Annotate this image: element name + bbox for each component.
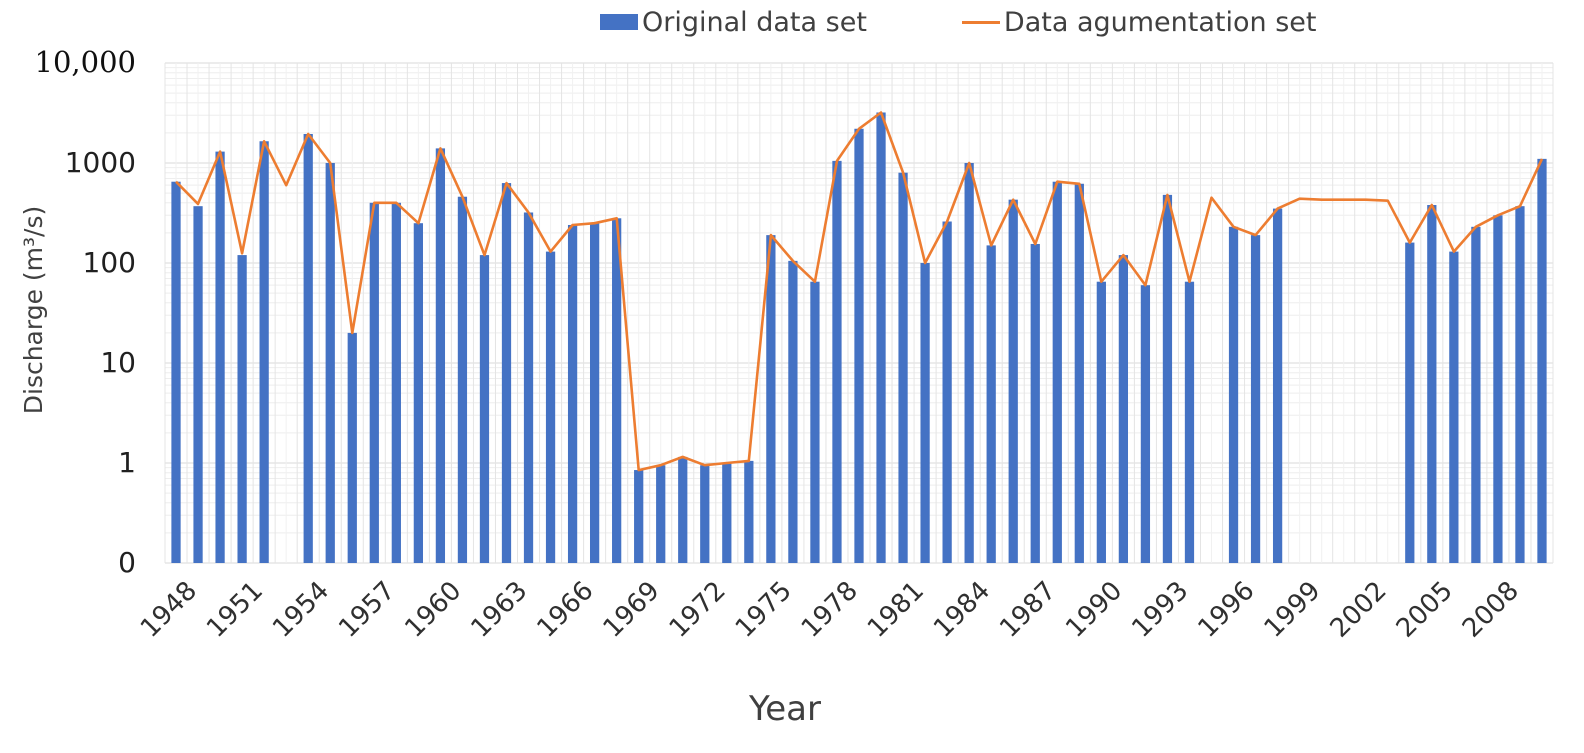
bar-2005: [1427, 205, 1437, 563]
bar-1969: [634, 470, 644, 563]
bars: [171, 112, 1547, 564]
y-axis-title: Discharge (m³/s): [19, 206, 48, 415]
bar-2007: [1471, 226, 1481, 563]
bar-1996: [1228, 226, 1239, 563]
bar-1988: [1052, 181, 1062, 563]
bar-1978: [832, 160, 842, 563]
bar-1991: [1118, 255, 1129, 563]
x-tick-label: 1993: [1126, 576, 1194, 644]
bar-1968: [612, 218, 622, 564]
bar-1994: [1184, 281, 1195, 563]
bar-1984: [964, 163, 974, 563]
y-tick-label: 1000: [65, 146, 136, 179]
bar-1975: [766, 235, 776, 563]
x-tick-label: 1975: [730, 576, 798, 644]
bar-1955: [325, 163, 335, 563]
bar-1977: [810, 281, 820, 563]
bar-1960: [435, 148, 446, 563]
legend: Original data set Data agumentation set: [600, 4, 1411, 40]
y-tick-label: 1: [118, 446, 136, 479]
x-tick-label: 1990: [1060, 576, 1128, 644]
x-axis-title: Year: [748, 689, 821, 729]
bar-1962: [479, 255, 490, 563]
augmentation-line: [175, 111, 1544, 472]
bar-1967: [589, 223, 600, 563]
x-tick-label: 2008: [1457, 576, 1525, 644]
bar-2009: [1515, 206, 1525, 564]
bar-1959: [413, 223, 423, 563]
bar-1981: [898, 172, 908, 564]
y-tick-label: 10: [100, 346, 136, 379]
bar-1998: [1272, 208, 1283, 563]
y-tick-label: 100: [83, 246, 136, 279]
augmentation-series-line: [175, 111, 1544, 472]
legend-label-augmentation: Data agumentation set: [1003, 6, 1317, 38]
x-tick-label: 1978: [796, 576, 864, 644]
legend-item-original: Original data set: [600, 7, 867, 38]
bar-1952: [259, 141, 269, 564]
x-tick-label: 1996: [1192, 576, 1260, 644]
bar-1971: [678, 456, 688, 563]
legend-swatch-line: [961, 20, 1000, 24]
bar-1985: [986, 245, 996, 563]
bar-1980: [876, 112, 886, 564]
bar-1961: [457, 196, 468, 563]
bar-1949: [193, 206, 203, 564]
bar-1982: [920, 263, 930, 563]
bar-1950: [215, 151, 225, 564]
bar-1987: [1030, 243, 1040, 563]
bar-1989: [1074, 183, 1084, 563]
x-tick-label: 1969: [598, 576, 666, 644]
x-tick-label: 2005: [1391, 576, 1459, 644]
x-tick-label: 2002: [1325, 576, 1393, 644]
bar-2008: [1493, 215, 1503, 563]
bar-1986: [1008, 199, 1018, 564]
bar-1965: [545, 251, 556, 564]
bar-1979: [854, 128, 864, 563]
y-tick-label: 10,000: [35, 45, 136, 79]
bar-1992: [1140, 285, 1151, 563]
bar-1972: [700, 465, 710, 563]
bar-2004: [1405, 242, 1415, 563]
bar-1997: [1250, 235, 1261, 563]
bar-1963: [501, 183, 512, 563]
x-tick-label: 1972: [664, 576, 732, 644]
x-tick-label: 1966: [532, 576, 600, 644]
bar-1993: [1162, 194, 1173, 564]
x-tick-label: 1948: [135, 576, 203, 644]
bar-1957: [369, 202, 379, 563]
legend-swatch-bar: [600, 14, 638, 30]
y-tick-label: 0: [118, 546, 136, 579]
x-tick-label: 1951: [201, 576, 269, 644]
x-tick-label: 1957: [333, 576, 401, 644]
x-tick-label: 1963: [465, 576, 533, 644]
bar-1970: [656, 465, 666, 563]
x-tick-label: 1981: [862, 576, 930, 644]
bar-1958: [391, 202, 401, 563]
bar-2006: [1449, 251, 1459, 564]
bar-1983: [942, 221, 952, 563]
x-tick-label: 1984: [928, 576, 996, 644]
bar-1964: [523, 212, 534, 564]
bar-1948: [171, 181, 181, 563]
x-tick-label: 1954: [267, 576, 335, 644]
x-tick-label: 1960: [399, 576, 467, 644]
bar-1990: [1096, 281, 1106, 563]
bar-2010: [1537, 158, 1547, 564]
x-tick-label: 1999: [1259, 576, 1327, 644]
x-tick-label: 1987: [994, 576, 1062, 644]
bar-1956: [347, 332, 357, 563]
bar-1974: [744, 460, 754, 563]
legend-item-augmentation: Data agumentation set: [961, 6, 1317, 38]
bar-1966: [567, 224, 578, 563]
bar-1976: [788, 260, 798, 563]
bar-1951: [237, 255, 247, 563]
bar-1973: [722, 463, 732, 563]
x-axis-ticks: 1948195119541957196019631966196919721975…: [135, 576, 1525, 644]
bar-1954: [303, 133, 313, 564]
legend-label-original: Original data set: [642, 6, 867, 38]
